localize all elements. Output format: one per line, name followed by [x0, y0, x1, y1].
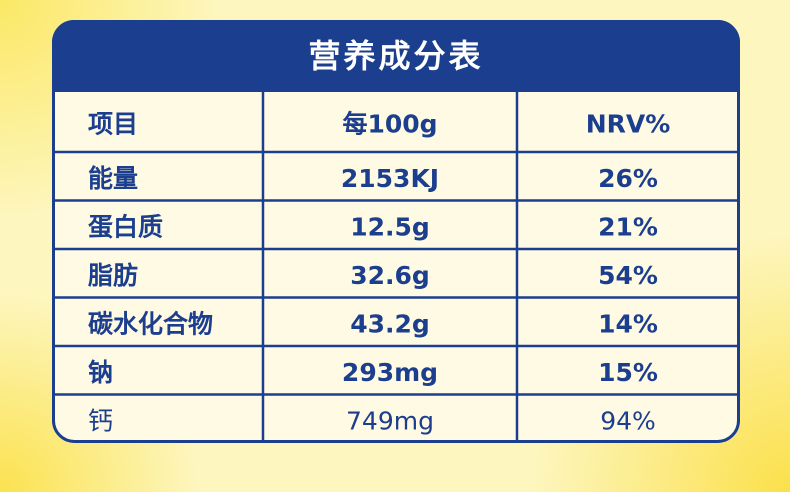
table-cell: 293mg	[342, 358, 438, 387]
table-cell: 碳水化合物	[88, 309, 213, 338]
table-cell: 钙	[88, 406, 113, 435]
grid	[52, 92, 740, 443]
header-cell: NRV%	[586, 110, 671, 139]
table-title: 营养成分表	[308, 37, 483, 75]
table-cell: 21%	[598, 212, 658, 241]
title-band	[52, 20, 740, 92]
table-cell: 26%	[598, 164, 658, 193]
table-cell: 12.5g	[350, 212, 430, 241]
table-border	[52, 20, 740, 443]
table-cell: 2153KJ	[341, 164, 439, 193]
table-cell: 54%	[598, 261, 658, 290]
table-cell: 32.6g	[350, 261, 430, 290]
header-cell: 每100g	[342, 110, 437, 139]
table-cell: 14%	[598, 309, 658, 338]
table-cell: 43.2g	[350, 309, 430, 338]
table-cell: 15%	[598, 358, 658, 387]
cells: 项目 每100g NRV% 能量 2153KJ 26% 蛋白质 12.5g 21% 脂肪 32.6g…	[88, 110, 670, 436]
table-cell: 能量	[88, 164, 138, 193]
table-cell: 蛋白质	[88, 212, 163, 241]
header-cell: 项目	[88, 110, 138, 139]
table-cell: 钠	[88, 358, 113, 387]
table-cell: 脂肪	[88, 261, 138, 290]
table-cell: 749mg	[346, 406, 434, 435]
table-cell: 94%	[600, 406, 656, 435]
